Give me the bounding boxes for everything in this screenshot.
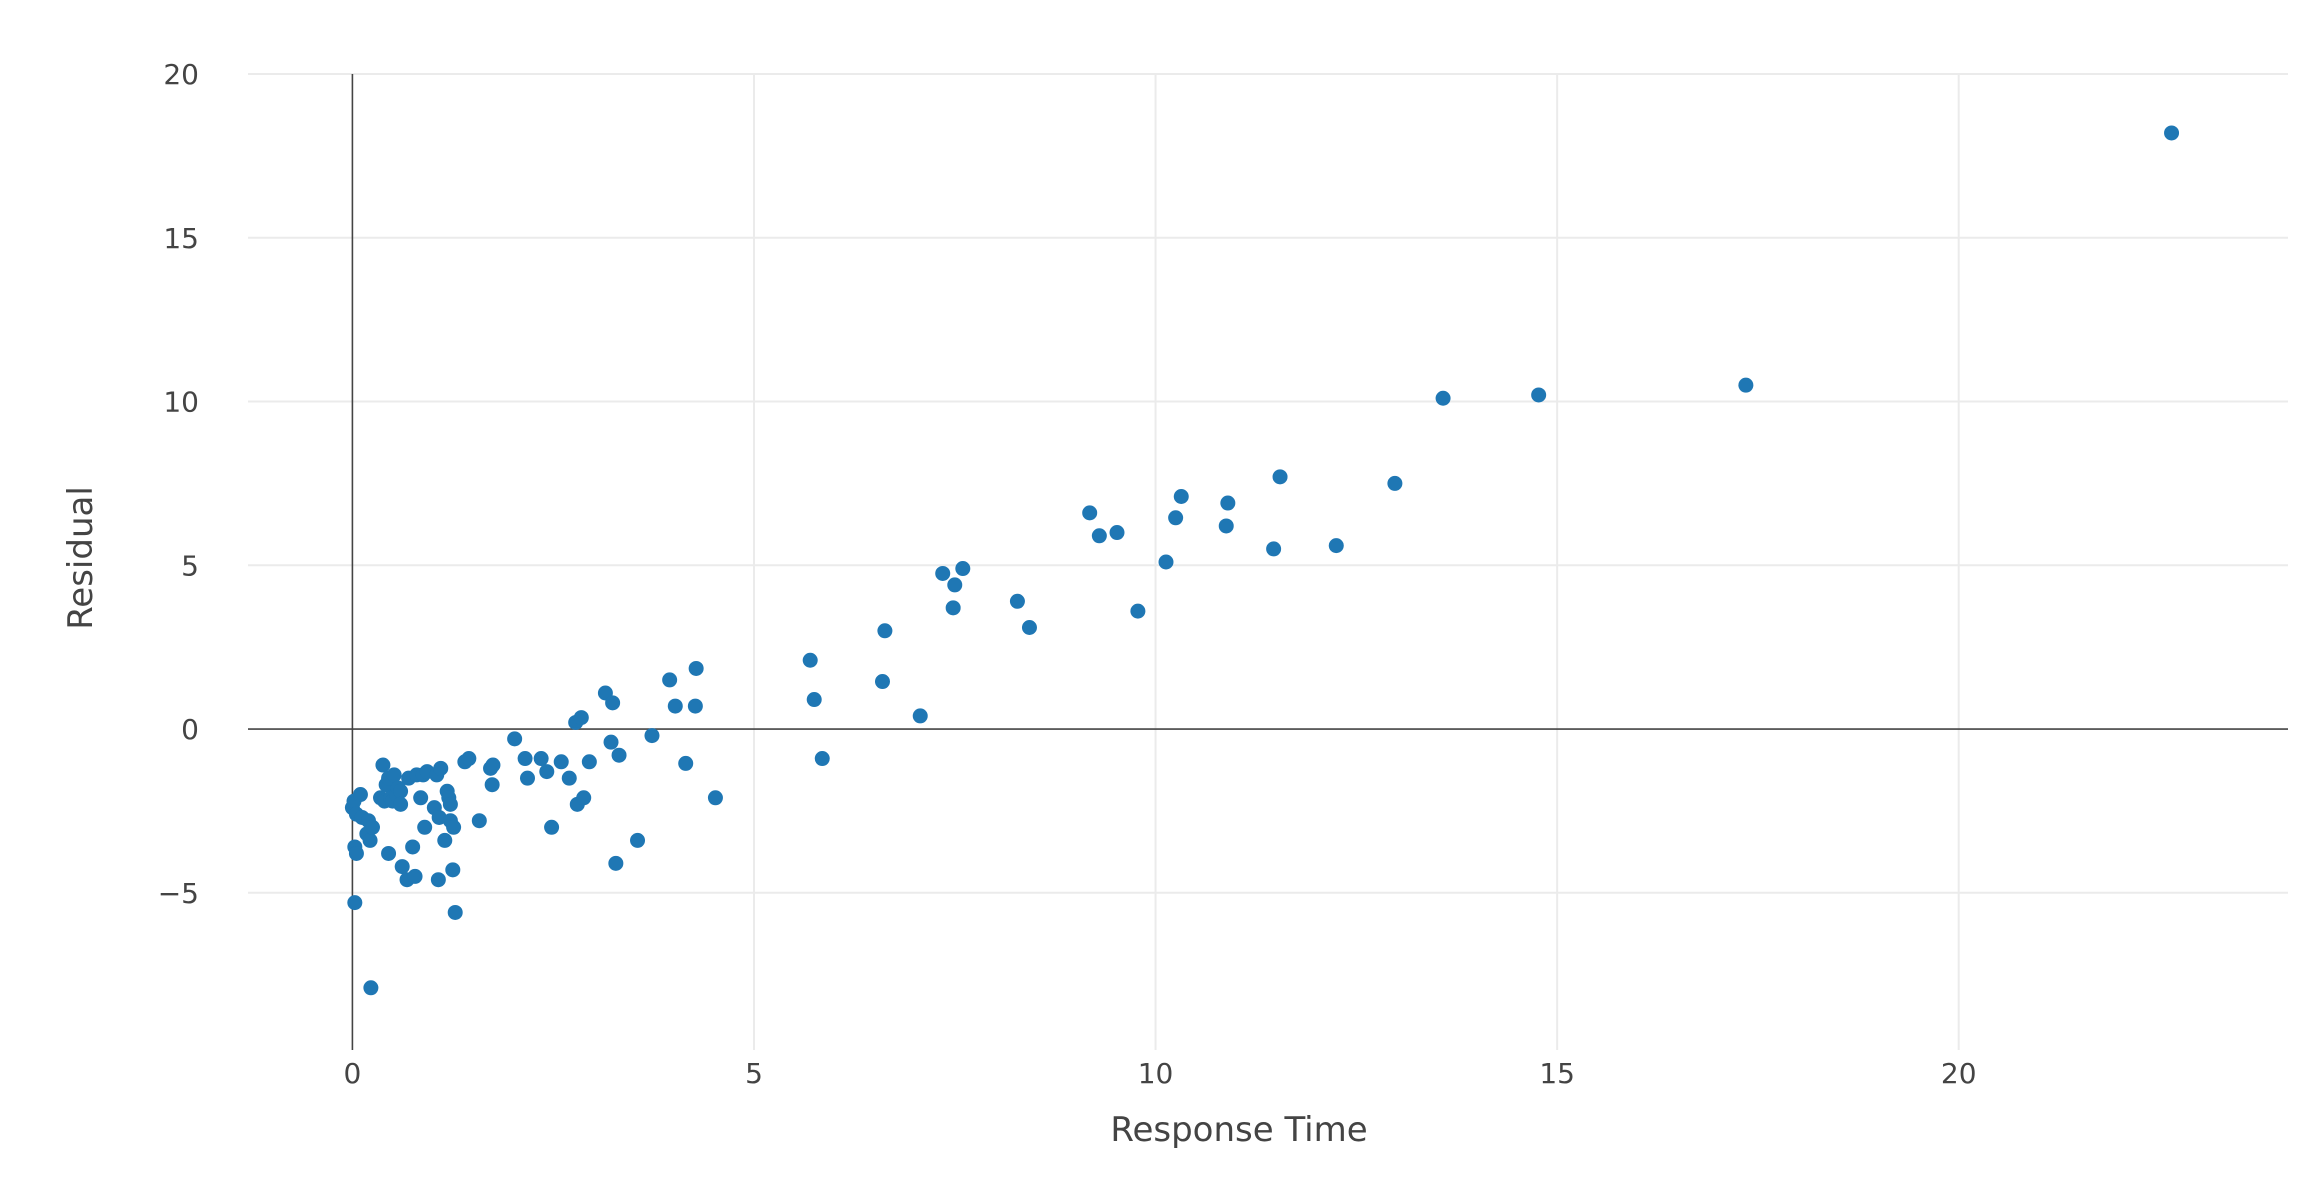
scatter-point	[814, 751, 830, 767]
scatter-point	[394, 859, 410, 875]
scatter-point	[581, 754, 597, 770]
scatter-point	[576, 790, 592, 806]
scatter-point	[603, 734, 619, 750]
scatter-point	[364, 819, 380, 835]
scatter-point	[802, 652, 818, 668]
scatter-point	[437, 832, 453, 848]
x-tick-label: 15	[1539, 1057, 1575, 1090]
scatter-point	[553, 754, 569, 770]
scatter-point	[446, 819, 462, 835]
x-tick-label: 20	[1941, 1057, 1977, 1090]
scatter-point	[461, 751, 477, 767]
scatter-point	[912, 708, 928, 724]
scatter-point	[688, 660, 704, 676]
scatter-point	[1531, 387, 1547, 403]
scatter-point	[874, 674, 890, 690]
scatter-point	[630, 832, 646, 848]
scatter-point	[431, 809, 447, 825]
scatter-point	[608, 855, 624, 871]
y-tick-label: 20	[163, 58, 199, 91]
gridlines	[248, 73, 2288, 1050]
scatter-point	[945, 600, 961, 616]
scatter-point	[687, 698, 703, 714]
y-tick-label: −5	[158, 877, 199, 910]
scatter-point	[707, 790, 723, 806]
scatter-point	[561, 770, 577, 786]
scatter-point	[485, 757, 501, 773]
y-tick-label: 15	[163, 222, 199, 255]
x-tick-label: 10	[1138, 1057, 1174, 1090]
scatter-point	[605, 695, 621, 711]
y-tick-label: 0	[181, 713, 199, 746]
x-tick-label: 5	[745, 1057, 763, 1090]
scatter-point	[955, 561, 971, 577]
scatter-point	[484, 777, 500, 793]
scatter-point	[877, 623, 893, 639]
scatter-point	[417, 819, 433, 835]
scatter-point	[519, 770, 535, 786]
scatter-point	[678, 755, 694, 771]
scatter-point	[1272, 469, 1288, 485]
scatter-point	[935, 565, 951, 581]
scatter-point	[1218, 518, 1234, 534]
scatter-point	[433, 760, 449, 776]
scatter-point	[1387, 475, 1403, 491]
scatter-point	[1173, 488, 1189, 504]
scatter-point	[413, 790, 429, 806]
scatter-point	[806, 692, 822, 708]
scatter-point	[517, 751, 533, 767]
scatter-point	[1435, 390, 1451, 406]
tick-labels: 0 5 10 15 20 −5 0 5 10 15 20	[158, 58, 1977, 1090]
scatter-point	[667, 698, 683, 714]
scatter-point	[1168, 510, 1184, 526]
y-axis-title: Residual	[61, 486, 101, 630]
scatter-point	[644, 728, 660, 744]
scatter-point	[362, 832, 378, 848]
scatter-point	[348, 845, 364, 861]
scatter-point	[405, 839, 421, 855]
scatter-point	[445, 862, 461, 878]
scatter-point	[352, 787, 368, 803]
y-tick-label: 5	[181, 549, 199, 582]
scatter-point	[347, 895, 363, 911]
scatter-point	[393, 796, 409, 812]
x-axis-title: Response Time	[1110, 1110, 1367, 1150]
scatter-point	[544, 819, 560, 835]
x-tick-label: 0	[343, 1057, 361, 1090]
y-tick-label: 10	[163, 386, 199, 419]
scatter-point	[507, 731, 523, 747]
scatter-point	[1158, 554, 1174, 570]
scatter-point	[2164, 125, 2180, 141]
scatter-point	[611, 747, 627, 763]
scatter-point	[573, 710, 589, 726]
scatter-point	[386, 767, 402, 783]
scatter-point	[1082, 505, 1098, 521]
scatter-point	[1021, 620, 1037, 636]
scatter-point	[1266, 541, 1282, 557]
scatter-point	[1220, 495, 1236, 511]
scatter-point	[1009, 593, 1025, 609]
scatter-point	[533, 751, 549, 767]
scatter-point	[1130, 603, 1146, 619]
scatter-point	[447, 904, 463, 920]
scatter-point	[1109, 525, 1125, 541]
zero-lines	[248, 74, 2288, 1050]
scatter-point	[430, 872, 446, 888]
scatter-point	[662, 672, 678, 688]
scatter-point	[363, 980, 379, 996]
scatter-point	[393, 783, 409, 799]
scatter-point	[375, 757, 391, 773]
data-points	[344, 125, 2180, 996]
scatter-point	[539, 764, 555, 780]
scatter-point	[442, 796, 458, 812]
scatter-point	[1328, 538, 1344, 554]
scatter-point	[1738, 377, 1754, 393]
scatter-point	[381, 845, 397, 861]
scatter-point	[471, 813, 487, 829]
scatter-point	[947, 577, 963, 593]
scatter-point	[407, 868, 423, 884]
scatter-point	[1091, 528, 1107, 544]
